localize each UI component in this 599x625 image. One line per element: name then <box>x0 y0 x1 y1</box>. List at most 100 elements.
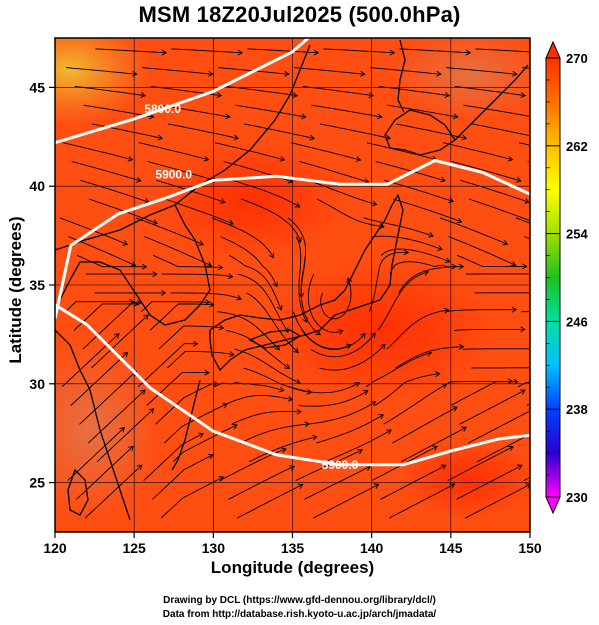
streamline <box>142 67 213 75</box>
streamline <box>235 104 306 118</box>
streamline-arrow <box>272 281 278 288</box>
streamline-arrow <box>524 198 530 204</box>
streamline <box>451 161 521 182</box>
streamline <box>237 273 289 333</box>
streamline <box>168 123 239 139</box>
streamline <box>158 325 224 350</box>
streamline <box>170 292 242 300</box>
streamline <box>147 161 217 182</box>
streamline-arrow <box>143 314 149 320</box>
streamline <box>79 370 137 425</box>
streamline <box>66 67 137 75</box>
streamline-arrow <box>380 343 386 350</box>
streamline-arrow <box>136 464 143 471</box>
streamline-arrow <box>203 155 210 162</box>
colorbar-max-arrow <box>545 40 561 59</box>
streamline <box>146 371 209 406</box>
streamline <box>475 48 530 53</box>
streamline-arrow <box>278 386 285 393</box>
streamline <box>380 248 450 263</box>
streamline-arrow <box>297 483 304 489</box>
streamline <box>61 333 120 388</box>
streamline-arrow <box>378 414 385 420</box>
streamline <box>378 85 450 97</box>
streamline-arrow <box>140 389 146 395</box>
streamline <box>468 198 530 222</box>
streamline-arrow <box>584 156 589 161</box>
streamline-arrow <box>370 401 377 407</box>
grid-lines <box>55 38 530 532</box>
streamline-arrow <box>130 261 137 267</box>
streamline <box>383 383 447 425</box>
streamline <box>234 348 301 384</box>
streamline <box>400 426 467 463</box>
streamline <box>517 382 530 388</box>
streamline-arrow <box>443 307 450 314</box>
streamline <box>312 483 379 519</box>
streamline-arrow <box>461 426 468 432</box>
streamline <box>396 123 467 139</box>
streamline-arrow <box>152 271 158 278</box>
streamline-arrow <box>294 202 301 208</box>
streamline-arrow <box>452 406 458 412</box>
streamline <box>236 484 303 519</box>
streamline-arrow <box>228 351 235 357</box>
streamline-arrow <box>292 92 299 99</box>
streamline-arrow <box>157 134 164 141</box>
streamline-arrow <box>538 365 542 370</box>
streamline <box>298 390 369 407</box>
streamline-arrow <box>345 343 352 349</box>
streamline <box>370 67 441 75</box>
streamline <box>64 301 134 313</box>
streamline-arrow <box>152 219 159 225</box>
y-axis-title: Latitude (degrees) <box>6 216 25 364</box>
streamline <box>460 179 530 203</box>
streamline <box>143 433 204 481</box>
streamline <box>454 85 526 97</box>
streamline-arrow <box>274 344 281 351</box>
streamline-arrow <box>220 198 226 204</box>
streamline-arrow <box>122 351 129 358</box>
streamline <box>152 454 214 500</box>
streamline-arrow <box>209 301 215 308</box>
streamline <box>324 429 392 463</box>
streamline <box>135 217 204 246</box>
x-tick-label: 140 <box>360 540 384 556</box>
streamline-arrow <box>113 332 120 339</box>
streamline <box>527 161 530 163</box>
x-tick-label: 130 <box>202 540 226 556</box>
streamline-arrow <box>525 483 530 489</box>
y-tick-label: 25 <box>29 475 45 491</box>
wind-streamlines <box>59 48 589 519</box>
streamline-arrow <box>357 448 363 455</box>
streamline <box>316 414 384 444</box>
streamline <box>387 104 458 118</box>
streamline-arrow <box>512 70 518 77</box>
streamline <box>302 85 374 97</box>
streamline-arrow <box>451 263 457 270</box>
x-tick-label: 120 <box>43 540 67 556</box>
streamline <box>320 123 391 139</box>
streamline <box>311 104 382 118</box>
streamline-arrow <box>537 428 542 433</box>
streamline <box>377 271 429 331</box>
streamline-arrow <box>511 306 518 313</box>
streamline <box>138 142 209 161</box>
streamline <box>163 403 228 444</box>
colorbar-tick-label: 238 <box>566 402 588 417</box>
streamline <box>392 198 462 223</box>
streamline <box>87 389 146 444</box>
streamline <box>71 161 141 182</box>
streamline <box>453 328 525 331</box>
streamline-arrow <box>456 217 463 224</box>
streamline-arrow <box>461 134 468 141</box>
streamline-arrow <box>449 483 456 489</box>
streamline <box>316 198 384 228</box>
streamline-arrow <box>403 249 410 256</box>
streamline <box>292 311 352 350</box>
streamline-arrow <box>216 92 223 99</box>
streamline <box>91 314 149 369</box>
streamline-arrow <box>376 113 383 120</box>
streamline-arrow <box>129 298 135 305</box>
streamline-arrow <box>302 317 308 323</box>
